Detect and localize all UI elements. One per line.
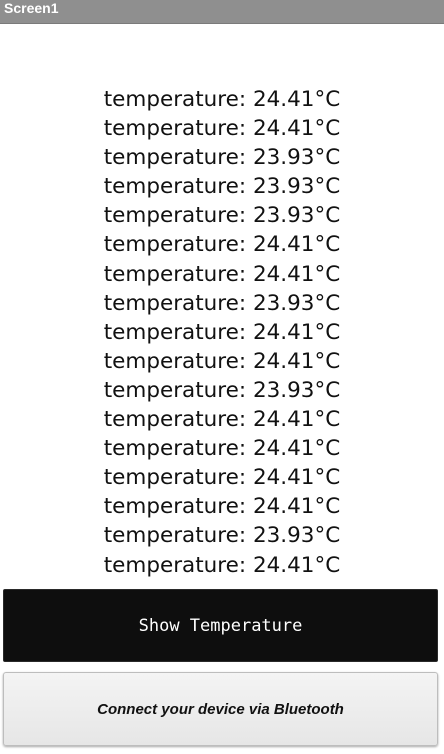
connect-bluetooth-button[interactable]: Connect your device via Bluetooth (3, 672, 438, 746)
temperature-reading: temperature: 24.41°C (103, 348, 341, 374)
temperature-reading: temperature: 23.93°C (103, 203, 341, 229)
temperature-reading: temperature: 24.41°C (103, 319, 341, 345)
temperature-reading: temperature: 23.93°C (103, 523, 341, 549)
temperature-reading: temperature: 23.93°C (103, 174, 341, 200)
temperature-readings-list: temperature: 24.41°C temperature: 24.41°… (0, 85, 444, 580)
temperature-reading: temperature: 24.41°C (103, 552, 341, 578)
screen-title: Screen1 (4, 0, 59, 16)
temperature-reading: temperature: 23.93°C (103, 377, 341, 403)
temperature-reading: temperature: 23.93°C (103, 145, 341, 171)
temperature-reading: temperature: 24.41°C (103, 261, 341, 287)
temperature-reading: temperature: 24.41°C (103, 436, 341, 462)
show-temperature-button[interactable]: Show Temperature (3, 589, 438, 662)
temperature-reading: temperature: 24.41°C (103, 116, 341, 142)
temperature-reading: temperature: 24.41°C (103, 465, 341, 491)
temperature-reading: temperature: 23.93°C (103, 290, 341, 316)
temperature-reading: temperature: 24.41°C (103, 87, 341, 112)
temperature-reading: temperature: 24.41°C (103, 407, 341, 433)
show-temperature-label: Show Temperature (138, 615, 303, 636)
temperature-reading: temperature: 24.41°C (103, 232, 341, 258)
temperature-reading: temperature: 24.41°C (103, 494, 341, 520)
connect-bluetooth-label: Connect your device via Bluetooth (97, 700, 344, 718)
app-title-bar: Screen1 (0, 0, 444, 24)
